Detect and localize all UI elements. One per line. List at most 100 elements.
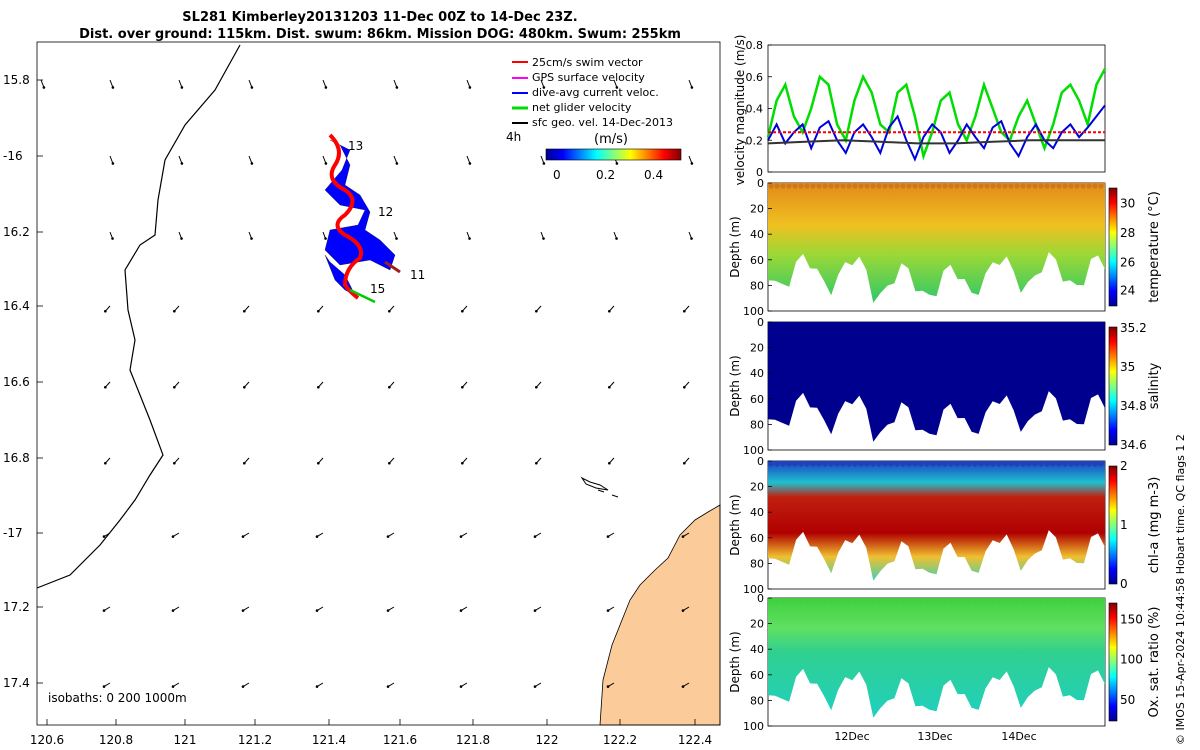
- profile-surface-point: [972, 183, 978, 189]
- surface-vector-head: [241, 535, 245, 538]
- profile-surface-point: [948, 183, 954, 189]
- colorbar-tick-label: 2: [1120, 459, 1128, 473]
- profile-surface-point: [846, 322, 852, 328]
- profile-surface-point: [852, 461, 858, 467]
- surface-vector-head: [468, 86, 472, 89]
- surface-vector-arrow: [178, 155, 183, 164]
- profile-surface-point: [948, 322, 954, 328]
- time-tick-12dec: 12Dec: [834, 730, 869, 743]
- profile-surface-point: [1056, 598, 1062, 604]
- profile-surface-point: [1086, 598, 1092, 604]
- map-y-tick-label: 16.6: [3, 375, 30, 389]
- profile-surface-point: [834, 322, 840, 328]
- profile-surface-point: [1056, 322, 1062, 328]
- surface-vector-arrow: [688, 155, 693, 164]
- profile-surface-point: [1026, 598, 1032, 604]
- velocity-y-tick-label: 0.8: [746, 39, 764, 52]
- surface-vector-head: [250, 162, 254, 165]
- profile-surface-point: [996, 598, 1002, 604]
- isobath-contour: [36, 44, 241, 589]
- surface-vector-head: [388, 385, 391, 389]
- profile-surface-point: [960, 461, 966, 467]
- profile-surface-point: [858, 598, 864, 604]
- surface-vector-head: [104, 385, 107, 389]
- profile-surface-point: [1050, 598, 1056, 604]
- depth-tick-label: 100: [743, 720, 764, 733]
- surface-vector-head: [111, 237, 114, 240]
- profile-surface-point: [978, 461, 984, 467]
- profile-surface-point: [978, 183, 984, 189]
- profile-surface-point: [882, 183, 888, 189]
- surface-vector-head: [535, 385, 538, 389]
- surface-vector-head: [241, 685, 245, 688]
- colorbar-tick-label: 50: [1120, 693, 1135, 707]
- depth-tick-label: 60: [750, 669, 764, 682]
- profile-surface-point: [1062, 598, 1068, 604]
- depth-tick-label: 20: [750, 203, 764, 216]
- velocity-series-line: [767, 104, 1106, 162]
- surface-vector-head: [681, 685, 685, 688]
- profile-surface-point: [858, 322, 864, 328]
- profile-data-fill: [768, 183, 1105, 303]
- depth-ylabel: Depth (m): [728, 355, 742, 416]
- profile-surface-point: [1050, 461, 1056, 467]
- surface-vector-head: [395, 86, 399, 89]
- profile-surface-point: [840, 461, 846, 467]
- profile-surface-point: [936, 322, 942, 328]
- profile-surface-point: [942, 322, 948, 328]
- surface-vector-arrow: [613, 79, 618, 88]
- depth-tick-label: 0: [757, 455, 764, 468]
- profile-surface-point: [972, 322, 978, 328]
- map-y-tick-label: 16.2: [3, 225, 30, 239]
- velocity-y-tick-label: 0.4: [746, 103, 764, 116]
- profile-surface-point: [966, 183, 972, 189]
- surface-vector-head: [250, 237, 253, 240]
- colorbar-tick-label: 30: [1120, 196, 1135, 210]
- profile-surface-point: [816, 183, 822, 189]
- profile-surface-point: [1014, 461, 1020, 467]
- velocity-y-tick-label: 0.6: [746, 71, 764, 84]
- colorbar-tick-label: 26: [1120, 255, 1135, 269]
- profile-surface-point: [912, 598, 918, 604]
- profile-surface-point: [810, 461, 816, 467]
- profile-surface-point: [804, 322, 810, 328]
- profile-surface-point: [942, 461, 948, 467]
- profile-surface-point: [936, 598, 942, 604]
- surface-vector-arrow: [540, 155, 545, 164]
- profile-surface-point: [1044, 598, 1050, 604]
- profile-surface-point: [1032, 598, 1038, 604]
- profile-surface-point: [948, 461, 954, 467]
- map-colorbar: [545, 148, 682, 161]
- depth-tick-label: 60: [750, 532, 764, 545]
- profile-surface-point: [780, 461, 786, 467]
- profile-surface-point: [870, 598, 876, 604]
- surface-vector-head: [690, 162, 694, 165]
- surface-vector-arrow: [393, 79, 398, 88]
- surface-vector-head: [42, 86, 46, 89]
- profile-surface-point: [1038, 461, 1044, 467]
- profile-surface-point: [1098, 598, 1104, 604]
- map-x-tick-label: 121.2: [238, 733, 272, 747]
- profile-surface-point: [1098, 183, 1104, 189]
- land-mass: [599, 504, 721, 726]
- profile-surface-point: [780, 183, 786, 189]
- surface-vector-head: [173, 461, 176, 465]
- profile-surface-point: [1008, 322, 1014, 328]
- surface-vector-head: [388, 461, 391, 465]
- profile-surface-point: [846, 598, 852, 604]
- profile-surface-point: [990, 322, 996, 328]
- profile-surface-point: [780, 598, 786, 604]
- profile-surface-point: [1074, 322, 1080, 328]
- time-tick-13dec: 13Dec: [917, 730, 952, 743]
- depth-tick-label: 40: [750, 367, 764, 380]
- profile-surface-point: [1026, 183, 1032, 189]
- profile-surface-point: [990, 183, 996, 189]
- profile-surface-point: [1074, 461, 1080, 467]
- surface-vector-head: [102, 685, 106, 688]
- profile-surface-point: [810, 322, 816, 328]
- surface-vector-head: [315, 535, 319, 538]
- surface-vector-head: [459, 685, 463, 688]
- profile-surface-point: [1002, 322, 1008, 328]
- surface-vector-head: [468, 237, 471, 240]
- profile-surface-point: [1092, 322, 1098, 328]
